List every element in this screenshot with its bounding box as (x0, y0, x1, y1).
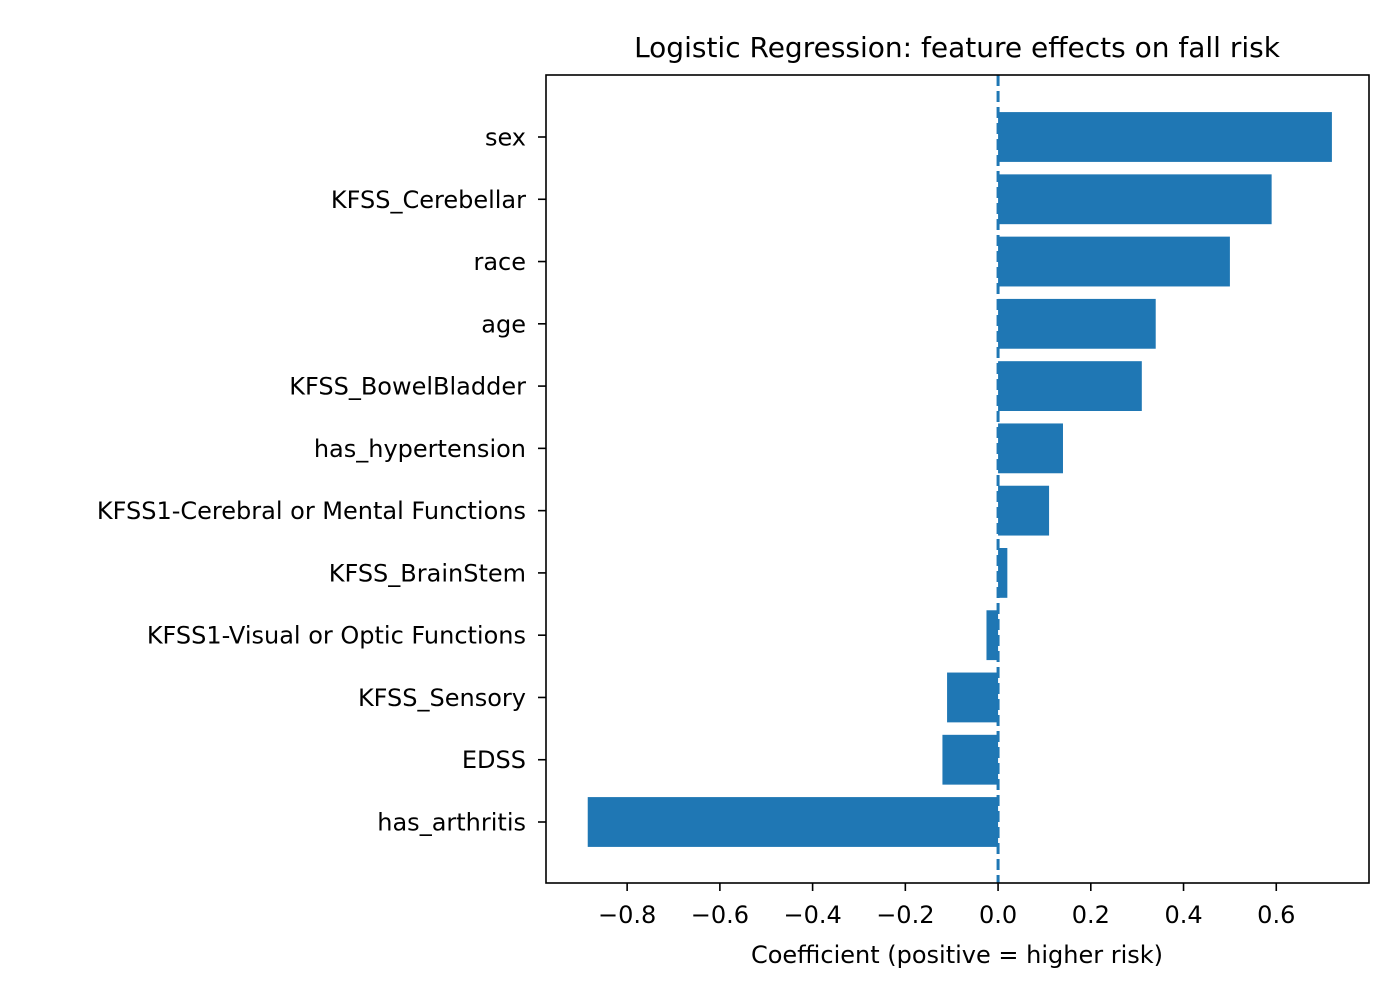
bar (986, 610, 999, 661)
x-axis-label: Coefficient (positive = higher risk) (751, 941, 1163, 969)
bar (998, 485, 1050, 536)
y-tick-label: has_hypertension (314, 435, 526, 463)
x-tick-label: 0.4 (1164, 901, 1202, 929)
bar (998, 548, 1008, 598)
bars-layer (587, 112, 1332, 847)
y-tick-label: KFSS_Sensory (358, 684, 526, 712)
y-tick-label: race (473, 248, 526, 276)
x-tick-label: −0.2 (876, 901, 934, 929)
y-tick-label: KFSS_Cerebellar (331, 186, 526, 214)
y-tick-label: EDSS (462, 746, 526, 774)
bar (998, 174, 1272, 225)
bar (947, 672, 999, 723)
chart-title: Logistic Regression: feature effects on … (634, 31, 1281, 64)
y-tick-label: KFSS1-Visual or Optic Functions (147, 622, 526, 650)
bar (942, 734, 999, 785)
x-tick-label: −0.6 (691, 901, 749, 929)
x-tick-label: −0.8 (598, 901, 656, 929)
y-tick-label: KFSS1-Cerebral or Mental Functions (97, 497, 526, 525)
y-tick-label: age (481, 310, 526, 338)
x-tick-label: −0.4 (783, 901, 841, 929)
y-tick-label: sex (485, 124, 526, 152)
bar (998, 236, 1230, 287)
bar (587, 797, 999, 847)
y-tick-label: KFSS_BrainStem (329, 559, 526, 587)
x-tick-label: 0.2 (1072, 901, 1110, 929)
x-tick-label: 0.0 (979, 901, 1017, 929)
bar (998, 361, 1142, 411)
plot-frame (545, 74, 1370, 884)
bar (998, 298, 1156, 349)
y-tick-label: KFSS_BowelBladder (289, 373, 526, 401)
x-tick-label: 0.6 (1257, 901, 1295, 929)
y-tick-label: has_arthritis (377, 809, 526, 837)
bar (998, 112, 1332, 162)
x-axis: −0.8 −0.6 −0.4 −0.2 0.0 0.2 0.4 0.6 (598, 883, 1295, 929)
bar (998, 423, 1063, 474)
